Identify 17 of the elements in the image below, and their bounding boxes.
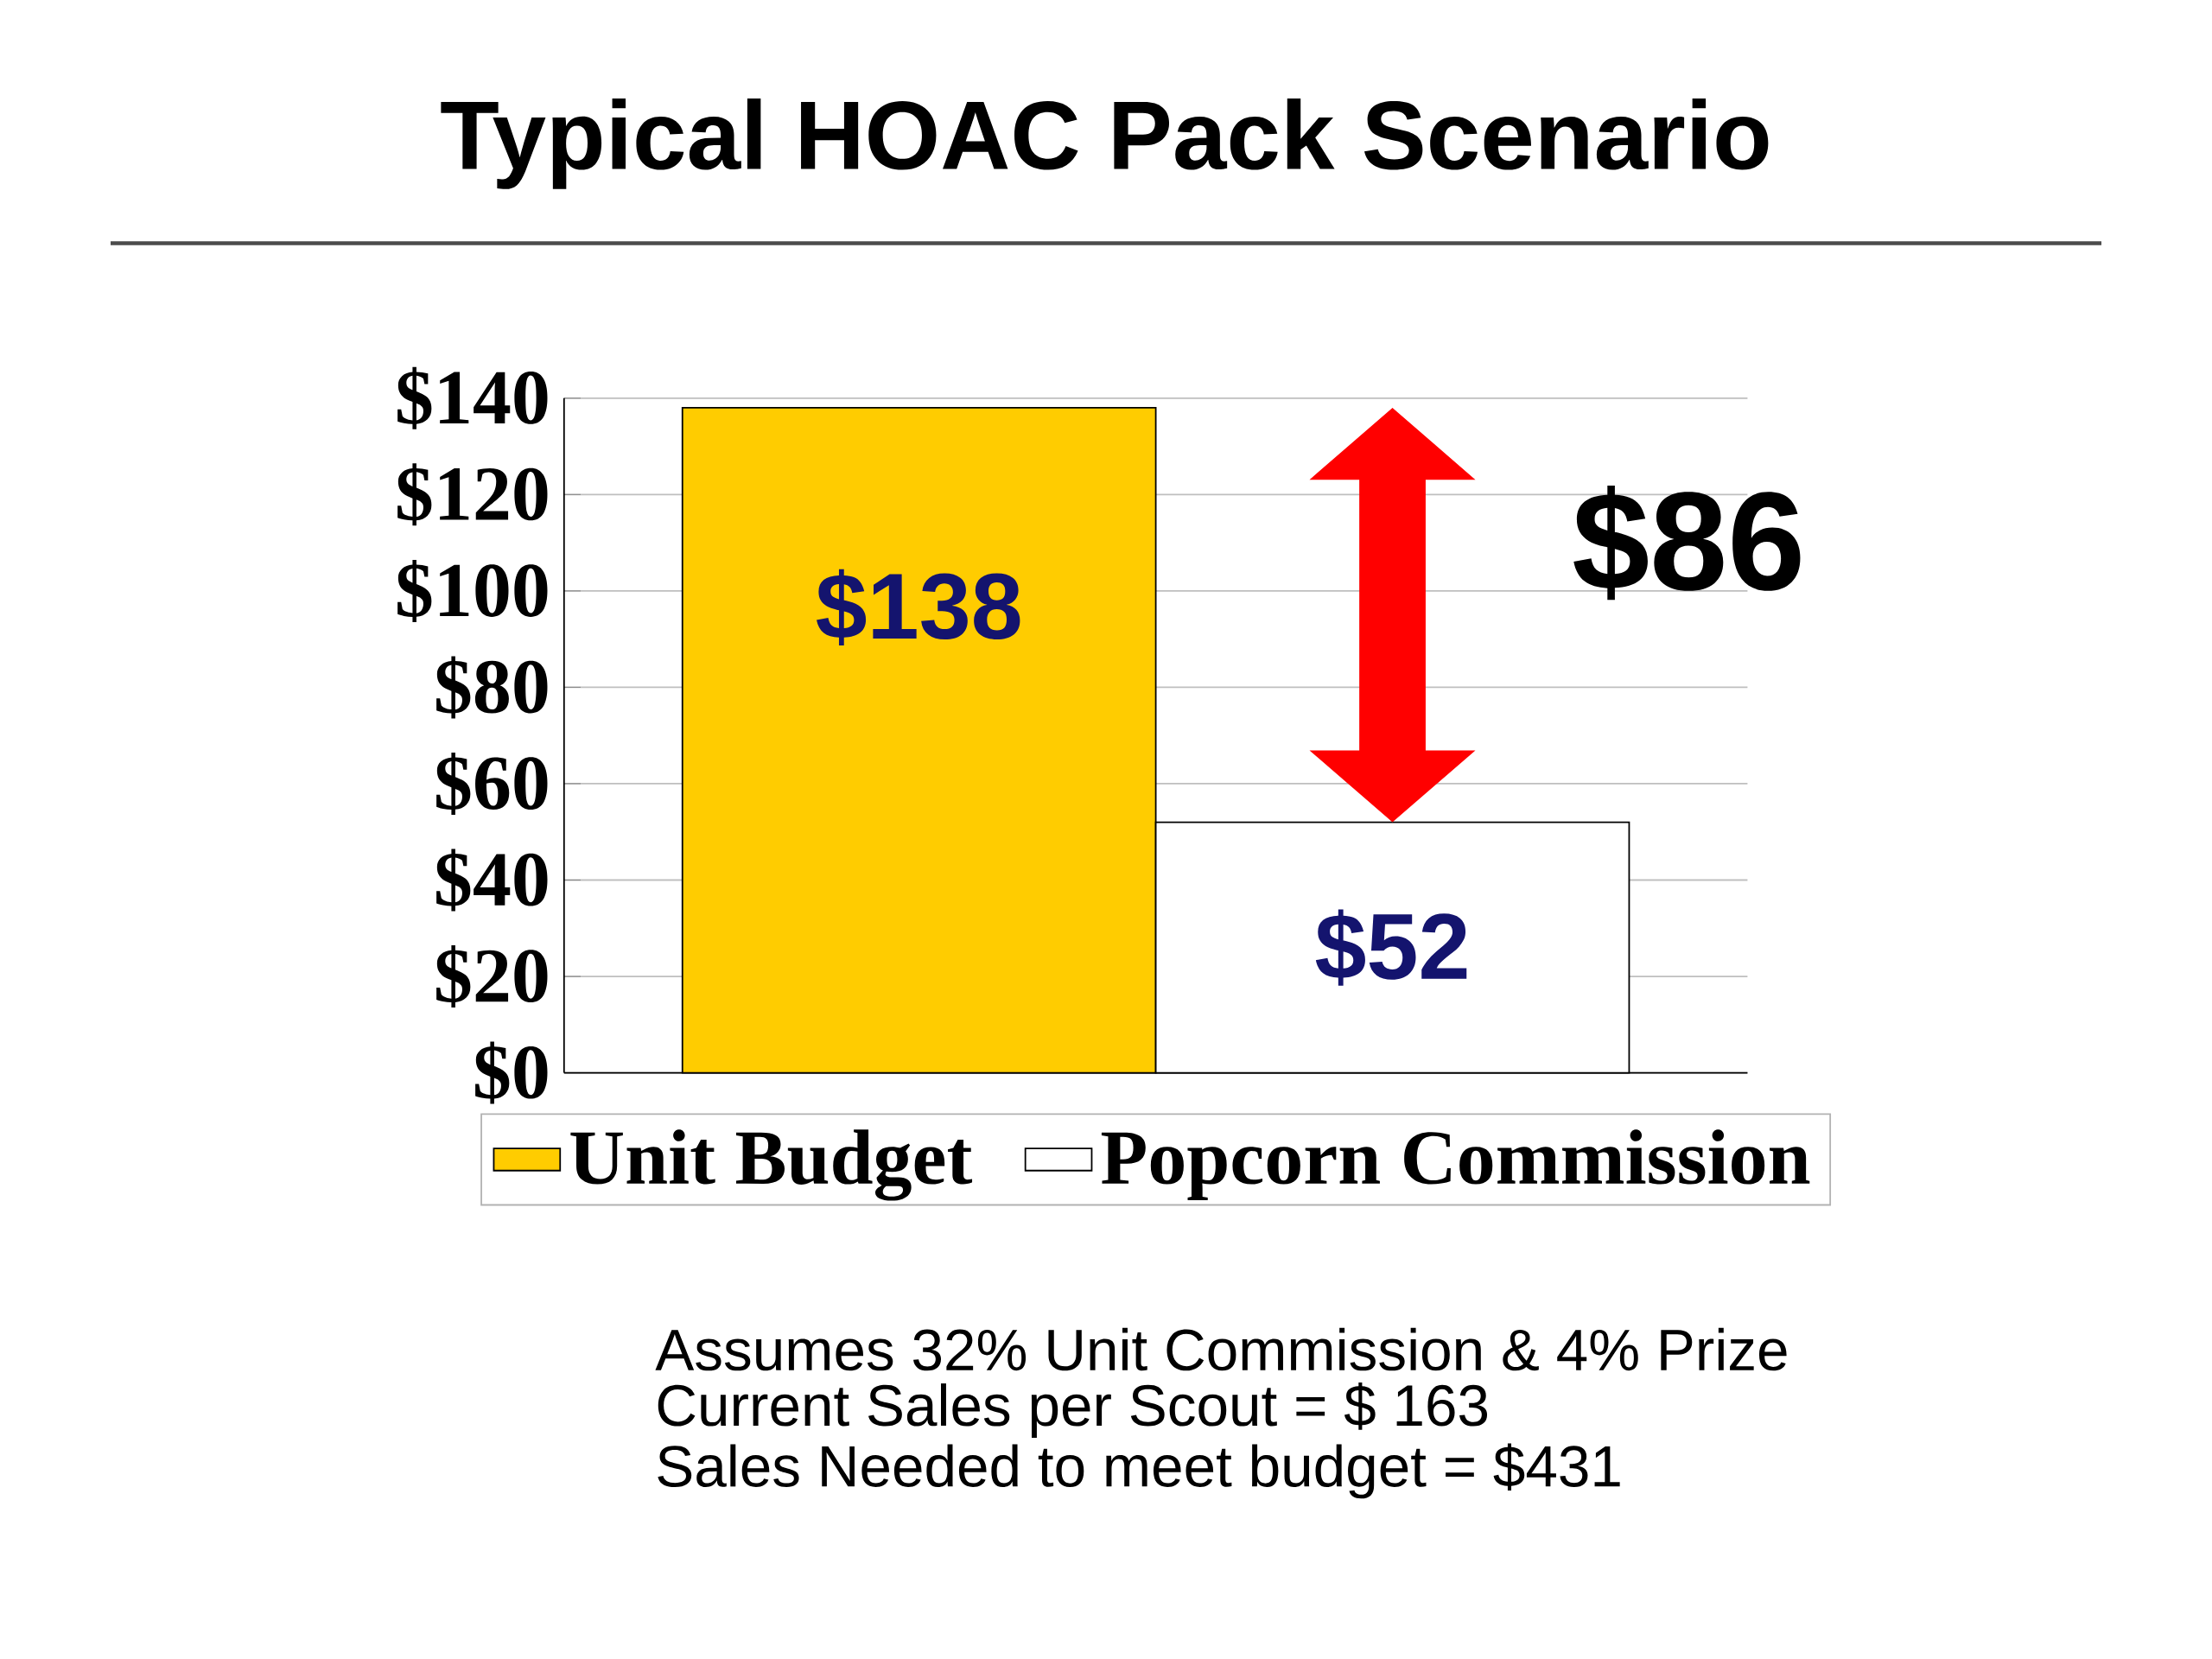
y-tick-label: $100 (397, 559, 548, 622)
annotation: $86 (1573, 486, 1801, 601)
text: Sales Needed to meet budget = $431 (658, 1443, 1620, 1499)
data-label: $52 (1315, 909, 1467, 986)
y-tick-label: $60 (436, 753, 548, 815)
y-tick-label: $80 (436, 656, 548, 719)
y-tick-label: $120 (397, 463, 548, 526)
chart-title: Typical HOAC Pack Scenario (441, 98, 1769, 189)
legend-label: Unit Budget (570, 1129, 973, 1201)
y-tick-label: $20 (436, 945, 548, 1008)
text: Current Sales per Scout = $ 163 (658, 1382, 1488, 1438)
y-tick-label: $0 (475, 1041, 548, 1104)
text: Assumes 32% Unit Commission & 4% Prize (655, 1327, 1787, 1371)
data-label: $138 (817, 569, 1020, 645)
y-tick-label: $40 (436, 849, 548, 912)
y-tick-label: $140 (397, 366, 548, 429)
legend-label: Popcorn Commission (1101, 1129, 1810, 1200)
